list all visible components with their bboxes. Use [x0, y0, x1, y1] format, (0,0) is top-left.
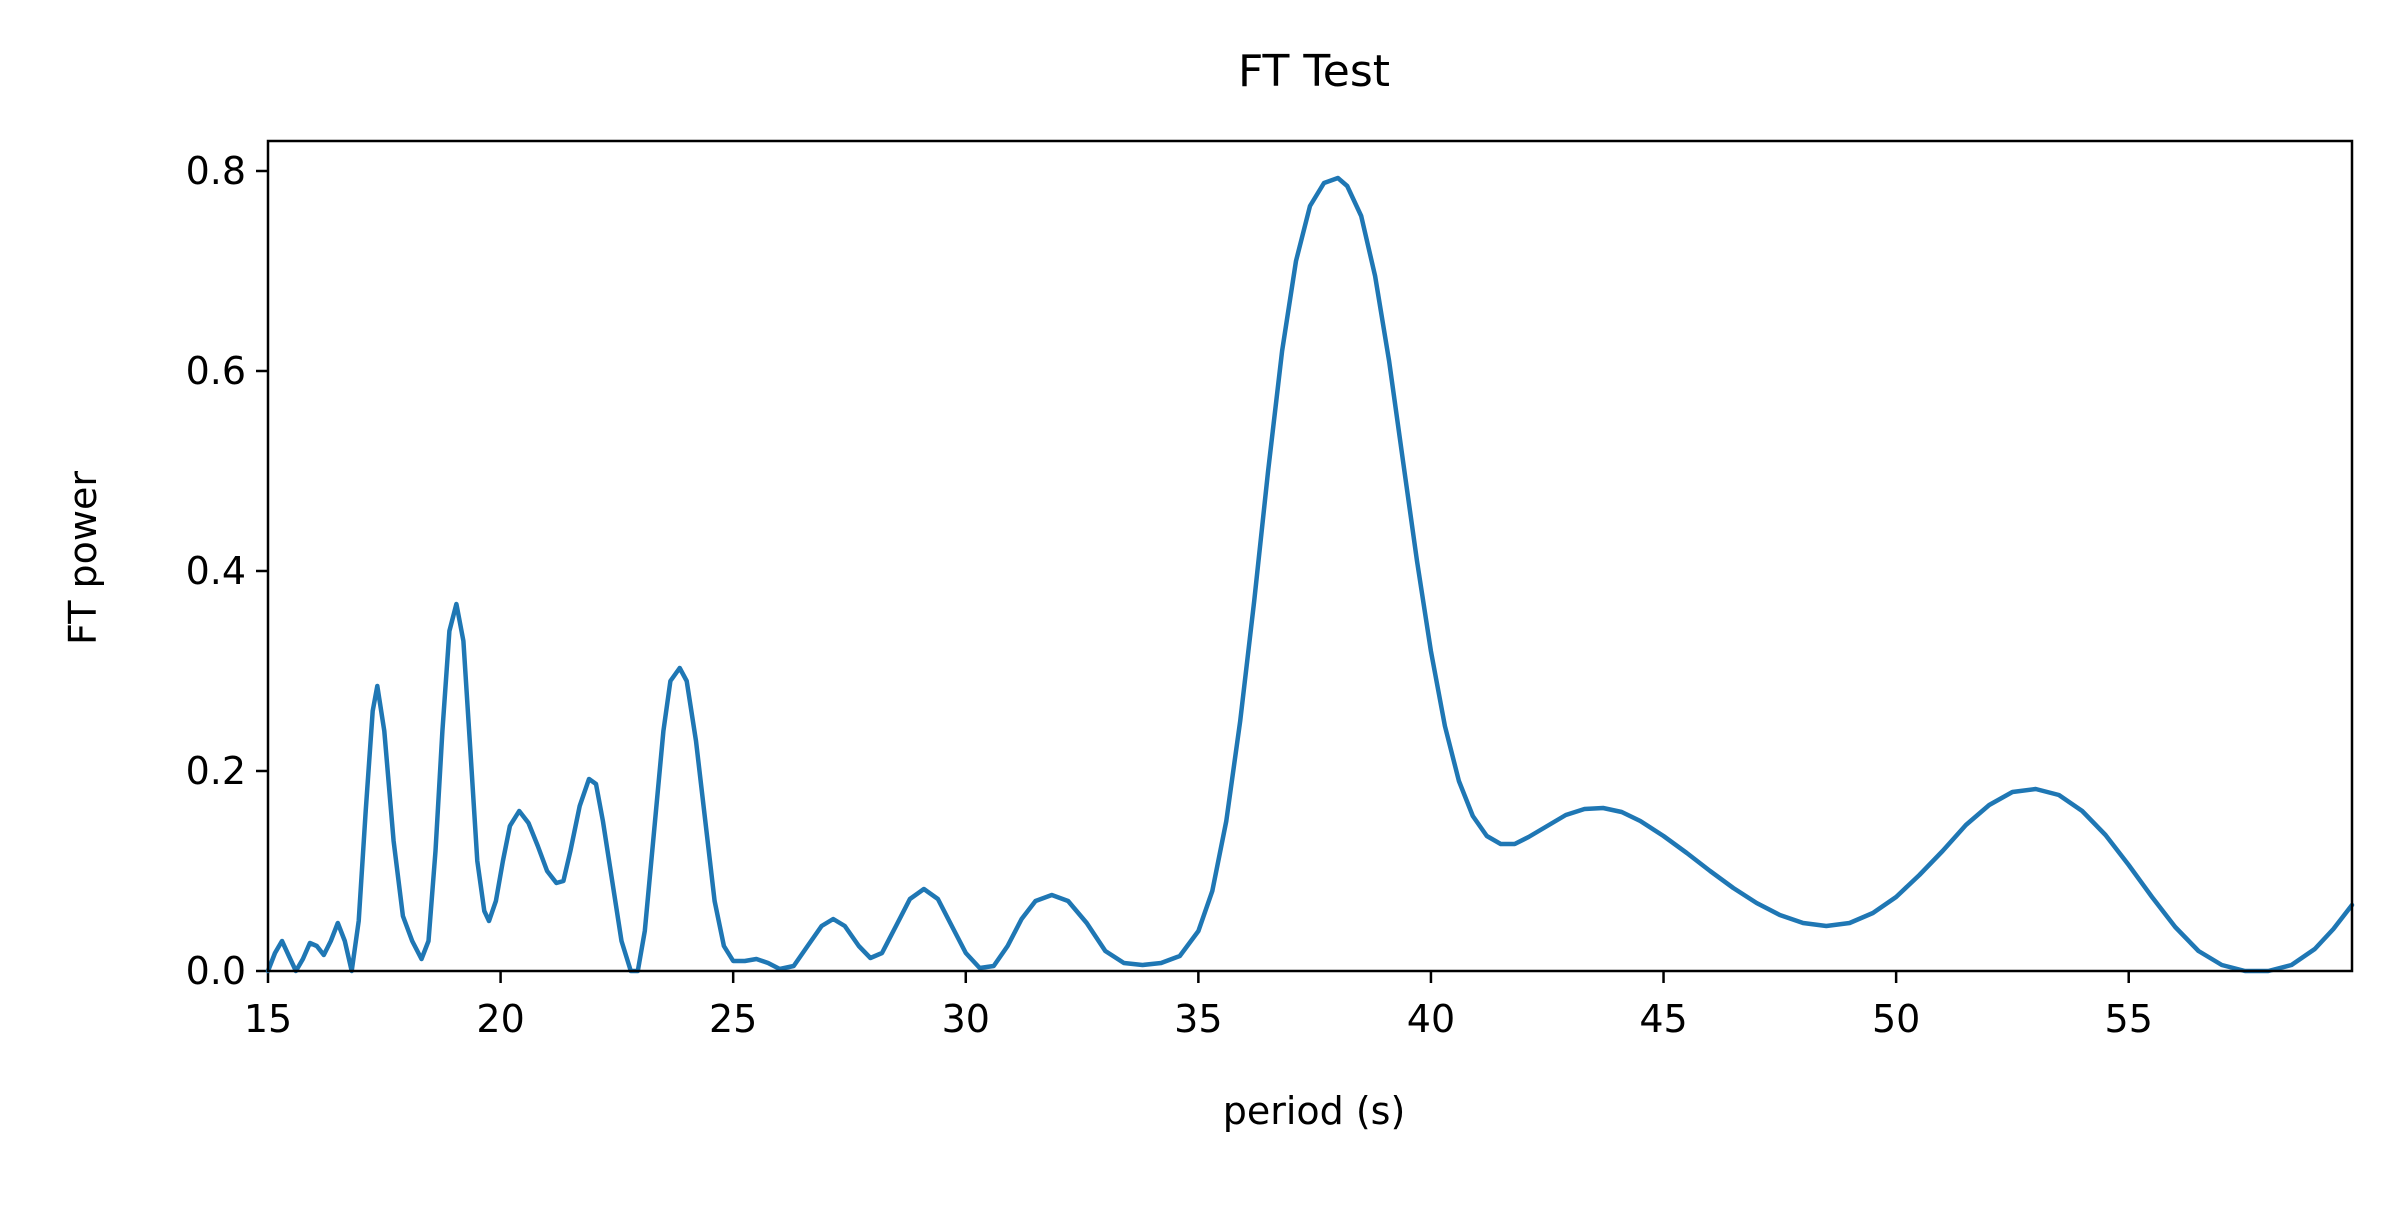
y-tick-label: 0.8	[186, 149, 246, 193]
x-tick-label: 55	[2105, 997, 2153, 1041]
plot-series	[265, 175, 2355, 974]
chart-title: FT Test	[1238, 46, 1390, 97]
x-axis-label: period (s)	[1223, 1089, 1406, 1133]
x-tick-label: 40	[1407, 997, 1455, 1041]
x-tick-label: 25	[709, 997, 757, 1041]
series-line	[265, 175, 2355, 974]
y-tick-label: 0.0	[186, 949, 246, 993]
x-tick-label: 15	[244, 997, 292, 1041]
y-axis-label: FT power	[61, 471, 105, 645]
x-tick-label: 30	[942, 997, 990, 1041]
y-axis-ticks: 0.0 0.2 0.4 0.6 0.8	[186, 149, 268, 993]
y-tick-label: 0.4	[186, 549, 246, 593]
x-tick-label: 45	[1639, 997, 1687, 1041]
x-tick-label: 50	[1872, 997, 1920, 1041]
x-tick-label: 20	[476, 997, 524, 1041]
plot-frame	[266, 139, 2354, 973]
x-tick-label: 35	[1174, 997, 1222, 1041]
x-axis-ticks: 15 20 25 30 35 40 45 50 55	[244, 971, 2153, 1041]
y-tick-label: 0.6	[186, 349, 246, 393]
y-tick-label: 0.2	[186, 749, 246, 793]
